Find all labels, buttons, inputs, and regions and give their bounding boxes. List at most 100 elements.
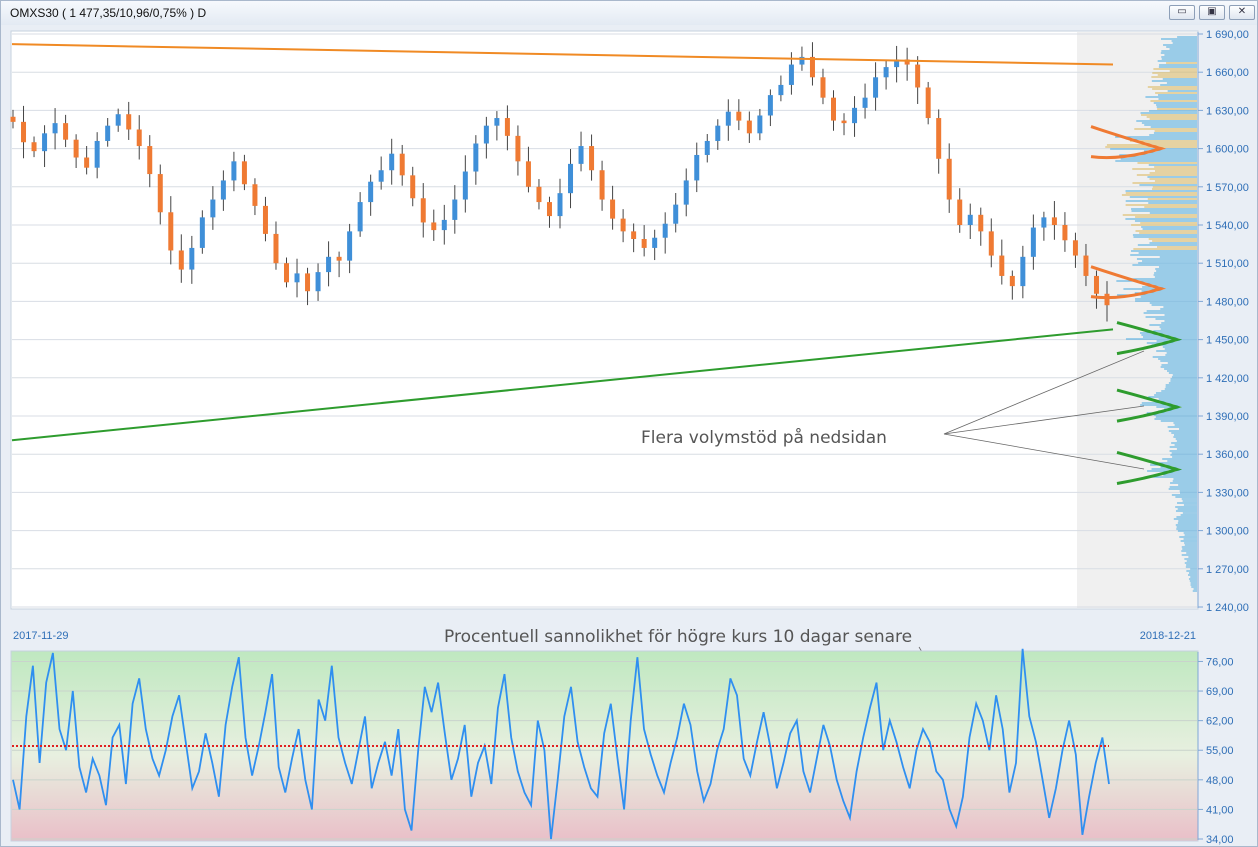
candle-body xyxy=(936,118,942,159)
candle-body xyxy=(778,84,784,96)
candle-body xyxy=(21,121,27,143)
indicator-tick-label: 69,00 xyxy=(1206,686,1234,698)
candle-body xyxy=(915,64,921,88)
candle-body xyxy=(641,239,647,248)
candle-body xyxy=(820,77,826,98)
candle-body xyxy=(157,174,163,213)
candle-body xyxy=(42,133,48,152)
candle-body xyxy=(420,198,426,223)
candle-body xyxy=(1020,256,1026,287)
volume-node-markers xyxy=(1090,125,1183,485)
candle-body xyxy=(284,263,289,283)
candle-body xyxy=(546,202,552,217)
price-axis: 1 690,00 1 660,00 1 630,00 1 600,00 1 570,00… xyxy=(1197,29,1249,614)
candle-body xyxy=(978,214,984,232)
candle-body xyxy=(1093,275,1099,294)
indicator-tick-label: 48,00 xyxy=(1206,775,1234,787)
candle-body xyxy=(852,107,858,124)
start-date-label: 2017-11-29 xyxy=(13,630,68,642)
price-tick-label: 1 270,00 xyxy=(1206,564,1249,576)
candle-body xyxy=(199,217,205,248)
candle-body xyxy=(220,180,226,200)
minimize-icon: ▭ xyxy=(1177,6,1187,17)
candle-body xyxy=(957,199,963,225)
indicator-tick-label: 62,00 xyxy=(1206,716,1234,728)
candle-body xyxy=(241,161,247,185)
candle-body xyxy=(683,180,689,205)
candle-body xyxy=(831,97,836,121)
candle-body xyxy=(336,256,342,261)
volume-profile xyxy=(1105,36,1197,592)
candle-body xyxy=(399,153,405,176)
minimize-button[interactable]: ▭ xyxy=(1169,5,1195,20)
probability-series xyxy=(12,648,1110,840)
candle-body xyxy=(557,193,563,217)
candle-body xyxy=(84,157,90,168)
candle-body xyxy=(462,171,468,200)
window-title: OMXS30 ( 1 477,35/10,96/0,75% ) D xyxy=(10,6,207,20)
price-tick-label: 1 570,00 xyxy=(1206,182,1249,194)
candle-body xyxy=(273,233,279,264)
candle-body xyxy=(357,202,363,232)
candle-body xyxy=(946,158,952,200)
maximize-button[interactable]: ▣ xyxy=(1199,5,1225,20)
candle-body xyxy=(746,120,752,134)
candle-body xyxy=(925,87,931,119)
candle-body xyxy=(578,146,584,164)
candle-body xyxy=(1104,293,1110,306)
candle-body xyxy=(862,97,868,108)
candle-body xyxy=(147,146,153,175)
resistance-node-marker xyxy=(1090,265,1167,300)
resistance-line xyxy=(11,43,1114,66)
price-tick-label: 1 510,00 xyxy=(1206,258,1249,270)
candle-body xyxy=(126,114,132,130)
volume-support-annotation: Flera volymstöd på nedsidan xyxy=(641,350,1145,470)
indicator-tick-label: 41,00 xyxy=(1206,804,1234,816)
candle-body xyxy=(431,222,437,231)
candle-body xyxy=(31,142,37,152)
candle-body xyxy=(1051,217,1057,225)
candle-body xyxy=(599,170,605,200)
candlestick-series xyxy=(10,42,1110,322)
trend-lines xyxy=(11,43,1114,442)
candle-body xyxy=(736,111,742,121)
candle-body xyxy=(378,170,384,182)
candle-body xyxy=(136,129,142,147)
probability-text: Procentuell sannolikhet för högre kurs 1… xyxy=(444,627,912,647)
candle-body xyxy=(473,143,479,172)
candle-body xyxy=(799,56,805,65)
price-panel xyxy=(10,30,1199,610)
annotation-pointer xyxy=(943,350,1145,435)
candle-body xyxy=(883,67,889,78)
maximize-icon: ▣ xyxy=(1207,6,1217,17)
candle-body xyxy=(999,255,1005,276)
price-tick-label: 1 540,00 xyxy=(1206,220,1249,232)
candle-body xyxy=(631,231,637,240)
price-tick-label: 1 450,00 xyxy=(1206,335,1249,347)
candle-body xyxy=(757,115,763,134)
candle-body xyxy=(63,123,69,140)
price-tick-label: 1 660,00 xyxy=(1206,67,1249,79)
candle-body xyxy=(1030,227,1036,257)
candle-body xyxy=(715,125,721,141)
probability-line xyxy=(12,648,1110,840)
candle-body xyxy=(1062,225,1068,241)
candle-body xyxy=(326,256,332,273)
candle-body xyxy=(494,118,500,126)
candle-body xyxy=(873,77,879,98)
candle-body xyxy=(988,231,994,256)
candle-body xyxy=(210,199,216,218)
candle-body xyxy=(610,199,616,219)
support-node-marker xyxy=(1116,451,1183,485)
close-button[interactable]: ✕ xyxy=(1229,5,1255,20)
candle-body xyxy=(410,175,416,199)
candle-body xyxy=(1083,255,1089,276)
price-tick-label: 1 300,00 xyxy=(1206,526,1249,538)
annotation-pointer xyxy=(943,433,1145,470)
candle-body xyxy=(452,199,458,220)
candle-body xyxy=(10,116,16,122)
support-line xyxy=(11,328,1114,442)
candle-body xyxy=(305,273,311,292)
support-node-marker xyxy=(1116,321,1183,356)
candle-body xyxy=(904,59,910,65)
